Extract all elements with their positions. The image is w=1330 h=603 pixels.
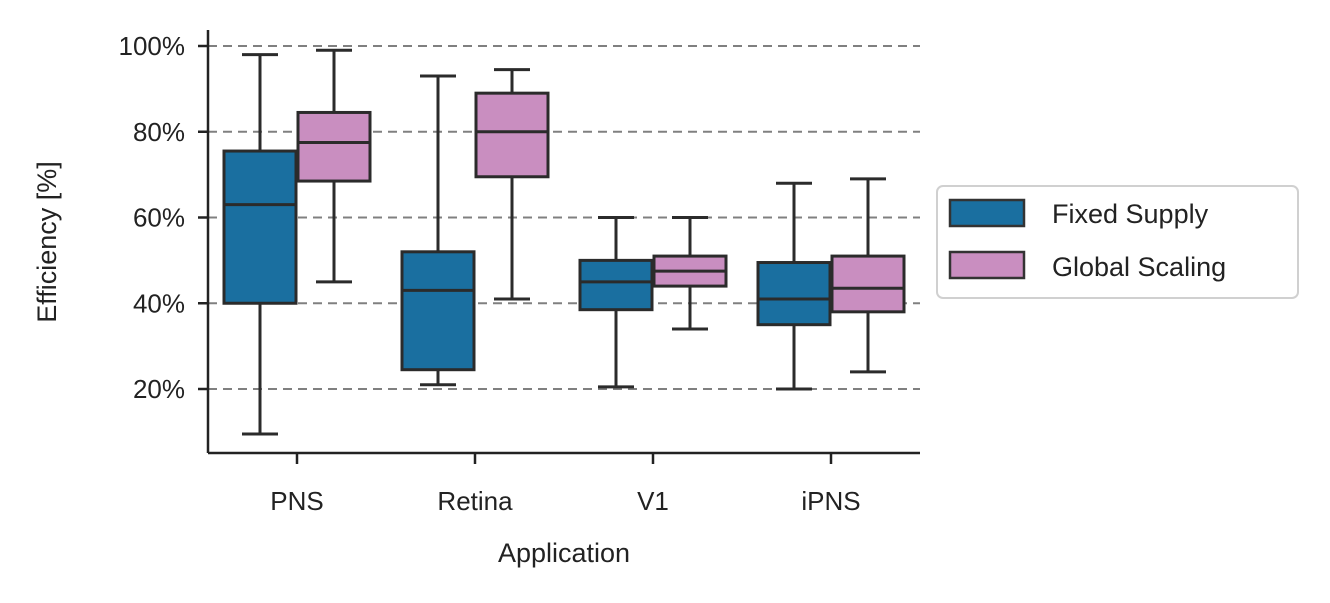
y-tick-label-60: 60%	[133, 203, 185, 233]
legend-label-global-scaling: Global Scaling	[1052, 252, 1226, 282]
box-body	[296, 110, 372, 183]
y-tick-label-40: 40%	[133, 288, 185, 318]
x-tick-label-ipns: iPNS	[801, 486, 860, 516]
legend-swatch-global-scaling	[948, 250, 1026, 280]
y-axis-title: Efficiency [%]	[32, 161, 62, 323]
box-global-scaling-retina	[474, 68, 550, 301]
box-fixed-supply-v1	[578, 216, 654, 389]
box-fixed-supply-ipns	[756, 181, 832, 391]
box-body	[830, 254, 906, 314]
box-fixed-supply-pns	[222, 53, 298, 436]
x-axis-title: Application	[498, 538, 630, 568]
x-tick-label-retina: Retina	[437, 486, 513, 516]
legend-swatch-fixed-supply	[948, 198, 1026, 228]
box-global-scaling-v1	[652, 216, 728, 331]
box-body	[578, 258, 654, 312]
box-body	[222, 149, 298, 305]
box-global-scaling-pns	[296, 48, 372, 284]
box-body	[400, 250, 476, 372]
box-body	[756, 261, 832, 327]
y-tick-label-80: 80%	[133, 117, 185, 147]
box-fixed-supply-retina	[400, 74, 476, 387]
box-body	[474, 91, 550, 179]
legend-label-fixed-supply: Fixed Supply	[1052, 199, 1209, 229]
legend-frame	[936, 185, 1299, 299]
axes	[206, 30, 920, 455]
y-tick-label-100: 100%	[119, 31, 186, 61]
legend: Fixed Supply Global Scaling	[936, 185, 1299, 299]
ticks: 20% 40% 60% 80% 100% PNS Retina V1 iPNS	[119, 31, 861, 516]
box-global-scaling-ipns	[830, 177, 906, 374]
x-tick-label-pns: PNS	[270, 486, 323, 516]
box-plots	[222, 48, 906, 436]
grid-lines	[208, 45, 920, 390]
x-tick-label-v1: V1	[637, 486, 669, 516]
y-tick-label-20: 20%	[133, 374, 185, 404]
